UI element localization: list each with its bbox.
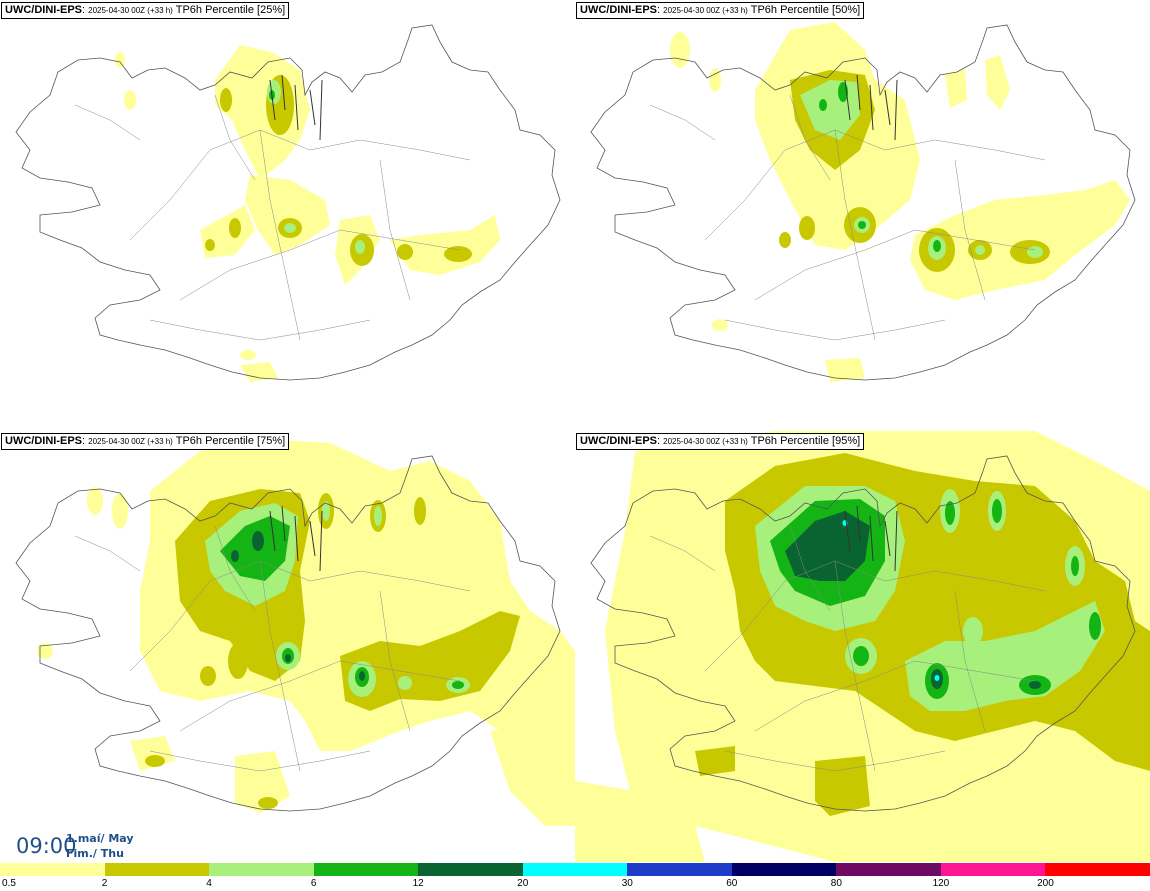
precip-field-yellow — [670, 22, 1130, 382]
model-name: UWC/DINI-EPS — [580, 4, 657, 16]
legend-swatch — [418, 863, 523, 876]
precip-map-50 — [590, 22, 1136, 382]
precip-map-25 — [15, 24, 561, 382]
panel-title: UWC/DINI-EPS: 2025-04-30 00Z (+33 h) TP6… — [1, 433, 290, 450]
map-panel-75: UWC/DINI-EPS: 2025-04-30 00Z (+33 h) TP6… — [0, 431, 575, 862]
legend-tick-label: 60 — [726, 878, 738, 889]
product-name: TP6h Percentile [95%] — [750, 435, 861, 447]
map-panel-50: UWC/DINI-EPS: 2025-04-30 00Z (+33 h) TP6… — [575, 0, 1150, 431]
valid-time-box: 09:00 1.maí/ May Fim./ Thu — [2, 826, 156, 860]
legend-tick-label: 4 — [206, 878, 212, 889]
legend-tick-label: 0.5 — [2, 878, 16, 889]
legend-swatch — [209, 863, 314, 876]
precip-field-yellow — [115, 45, 500, 382]
legend-tick-label: 120 — [932, 878, 950, 889]
legend-swatch — [836, 863, 941, 876]
legend-tick-label: 2 — [101, 878, 108, 889]
product-name: TP6h Percentile [50%] — [750, 4, 861, 16]
run-time: 2025-04-30 00Z (+33 h) — [88, 437, 173, 446]
legend-swatch — [627, 863, 732, 876]
model-name: UWC/DINI-EPS — [580, 435, 657, 447]
product-name: TP6h Percentile [75%] — [175, 435, 286, 447]
legend-color-bar — [0, 863, 1150, 876]
precip-map-95 — [575, 431, 1150, 862]
legend-swatch — [731, 863, 837, 876]
panel-title: UWC/DINI-EPS: 2025-04-30 00Z (+33 h) TP6… — [576, 433, 865, 450]
map-panel-25: UWC/DINI-EPS: 2025-04-30 00Z (+33 h) TP6… — [0, 0, 575, 431]
run-time: 2025-04-30 00Z (+33 h) — [663, 437, 748, 446]
valid-hour: 09:00 — [16, 834, 77, 858]
legend-swatch — [522, 863, 628, 876]
legend-swatch — [104, 863, 210, 876]
panel-title: UWC/DINI-EPS: 2025-04-30 00Z (+33 h) TP6… — [576, 2, 865, 19]
precip-field-lightgreen — [800, 80, 1043, 260]
precip-field-darkgreen — [785, 511, 1041, 689]
legend-tick-label: 200 — [1037, 878, 1054, 889]
legend-tick-label: 30 — [621, 878, 633, 889]
valid-weekday: Fim./ Thu — [66, 847, 124, 860]
valid-date: 1.maí/ May — [66, 832, 134, 845]
legend-swatch — [313, 863, 419, 876]
legend-swatch — [940, 863, 1046, 876]
legend-tick-label: 12 — [412, 878, 424, 889]
legend-swatch — [1045, 863, 1150, 876]
precip-field-darkgreen — [231, 531, 365, 681]
panel-title: UWC/DINI-EPS: 2025-04-30 00Z (+33 h) TP6… — [1, 2, 290, 19]
legend-tick-label: 80 — [830, 878, 842, 889]
map-panel-95: UWC/DINI-EPS: 2025-04-30 00Z (+33 h) TP6… — [575, 431, 1150, 862]
legend-swatch — [0, 863, 105, 876]
model-name: UWC/DINI-EPS — [5, 435, 82, 447]
precip-field-green — [819, 82, 941, 252]
run-time: 2025-04-30 00Z (+33 h) — [88, 6, 173, 15]
legend-tick-label: 20 — [517, 878, 529, 889]
precip-map-75 — [15, 439, 575, 826]
run-time: 2025-04-30 00Z (+33 h) — [663, 6, 748, 15]
product-name: TP6h Percentile [25%] — [175, 4, 286, 16]
color-legend: 0.5 2 4 6 12 20 30 60 80 120 200 — [0, 863, 1150, 891]
model-name: UWC/DINI-EPS — [5, 4, 82, 16]
legend-tick-label: 6 — [310, 878, 317, 889]
